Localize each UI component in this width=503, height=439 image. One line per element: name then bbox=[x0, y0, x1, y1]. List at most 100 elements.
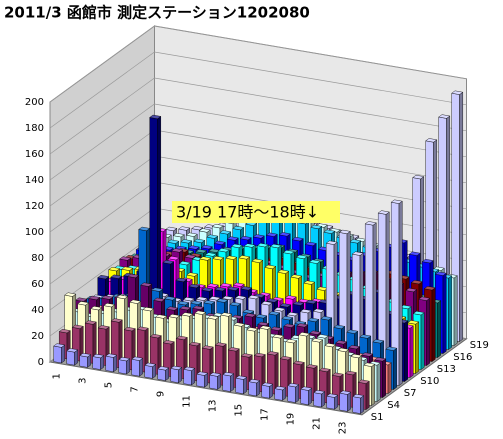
bar bbox=[110, 318, 123, 369]
bar-top bbox=[121, 266, 134, 271]
bar-side bbox=[191, 367, 196, 386]
bar-top bbox=[338, 229, 351, 235]
bar-top bbox=[108, 266, 121, 272]
bar bbox=[196, 371, 209, 388]
bar-top bbox=[101, 295, 114, 300]
bar-side bbox=[321, 391, 325, 408]
x-tick-label: 5 bbox=[104, 382, 115, 388]
series-label: S19 bbox=[470, 340, 489, 351]
bar-top bbox=[222, 371, 235, 377]
bar-top bbox=[352, 393, 365, 399]
bar-top bbox=[157, 366, 170, 371]
bar-top bbox=[434, 271, 447, 276]
bar-top bbox=[192, 305, 205, 310]
series-label: S16 bbox=[453, 352, 472, 363]
bar-top bbox=[217, 248, 230, 253]
bar-top bbox=[265, 232, 278, 237]
x-tick-label: 23 bbox=[338, 422, 349, 435]
series-label: S1 bbox=[371, 412, 384, 423]
bar-front bbox=[248, 381, 257, 397]
bar-top bbox=[323, 229, 336, 234]
bar-top bbox=[298, 332, 311, 337]
y-tick-label: 180 bbox=[25, 123, 44, 134]
bar-side bbox=[230, 373, 235, 392]
bar-top bbox=[178, 260, 191, 266]
bar bbox=[84, 320, 97, 364]
bar-front bbox=[196, 373, 205, 388]
y-tick-label: 40 bbox=[31, 305, 44, 316]
grid-line bbox=[49, 25, 467, 103]
bar-top bbox=[221, 295, 234, 301]
bar-front bbox=[352, 396, 361, 414]
bar-top bbox=[118, 356, 131, 362]
bar-top bbox=[256, 242, 269, 248]
bar-side bbox=[426, 297, 430, 366]
bar-top bbox=[167, 255, 180, 261]
bar-top bbox=[182, 296, 195, 302]
bar-top bbox=[149, 333, 162, 339]
bar-top bbox=[266, 298, 279, 303]
bar-top bbox=[423, 286, 436, 291]
bar-top bbox=[339, 390, 352, 395]
bar-side bbox=[295, 384, 299, 403]
bar-front bbox=[261, 384, 270, 399]
bar-top bbox=[295, 254, 308, 260]
bar-top bbox=[151, 287, 164, 292]
chart-title: 2011/3 函館市 測定ステーション1202080 bbox=[4, 4, 310, 22]
bar-top bbox=[283, 323, 296, 328]
bar-top bbox=[251, 258, 264, 263]
bar-front bbox=[222, 374, 231, 392]
bar-top bbox=[184, 254, 197, 259]
bar-front bbox=[326, 395, 335, 410]
bar-side bbox=[139, 357, 144, 377]
bar-top bbox=[185, 232, 198, 237]
bar-top bbox=[268, 311, 281, 316]
bar-top bbox=[282, 249, 295, 255]
bar-top bbox=[214, 342, 227, 347]
bar-top bbox=[244, 313, 257, 318]
bar-top bbox=[232, 225, 245, 231]
bar-top bbox=[110, 274, 123, 279]
bar bbox=[261, 382, 274, 399]
bar-top bbox=[412, 310, 425, 316]
bar-top bbox=[180, 239, 193, 244]
bar-top bbox=[198, 228, 211, 233]
x-tick-label: 15 bbox=[234, 404, 245, 417]
bar-top bbox=[71, 324, 84, 329]
bar-top bbox=[390, 199, 403, 204]
bar-side bbox=[243, 376, 248, 395]
bar-top bbox=[351, 251, 364, 256]
bar-side bbox=[376, 362, 381, 402]
bar-front bbox=[235, 377, 244, 395]
bar-top bbox=[131, 356, 144, 361]
bar-top bbox=[235, 375, 248, 380]
bar-front bbox=[183, 369, 192, 386]
bar-top bbox=[209, 372, 222, 377]
x-tick-label: 21 bbox=[312, 417, 323, 430]
y-tick-label: 20 bbox=[31, 331, 44, 342]
grid-line bbox=[49, 77, 467, 155]
bar-top bbox=[269, 243, 282, 249]
bar-top bbox=[170, 365, 183, 371]
bar bbox=[53, 343, 66, 364]
bar-top bbox=[211, 223, 224, 229]
bar-top bbox=[303, 280, 316, 285]
bar-top bbox=[312, 308, 325, 313]
bar-top bbox=[335, 340, 348, 345]
y-tick-label: 140 bbox=[25, 175, 44, 186]
bar-top bbox=[136, 326, 149, 331]
bar-top bbox=[227, 286, 240, 291]
bar-side bbox=[448, 275, 452, 350]
bar-top bbox=[140, 282, 153, 287]
bar-top bbox=[66, 348, 79, 353]
x-tick-label: 9 bbox=[156, 391, 167, 397]
bar-top bbox=[216, 298, 229, 303]
bar-top bbox=[291, 236, 304, 242]
bar bbox=[313, 389, 326, 408]
bar-top bbox=[90, 305, 103, 311]
bar-top bbox=[243, 243, 256, 248]
bar-front bbox=[274, 388, 283, 401]
bar-top bbox=[64, 292, 77, 297]
bar-top bbox=[304, 241, 317, 247]
bar-top bbox=[292, 360, 305, 366]
